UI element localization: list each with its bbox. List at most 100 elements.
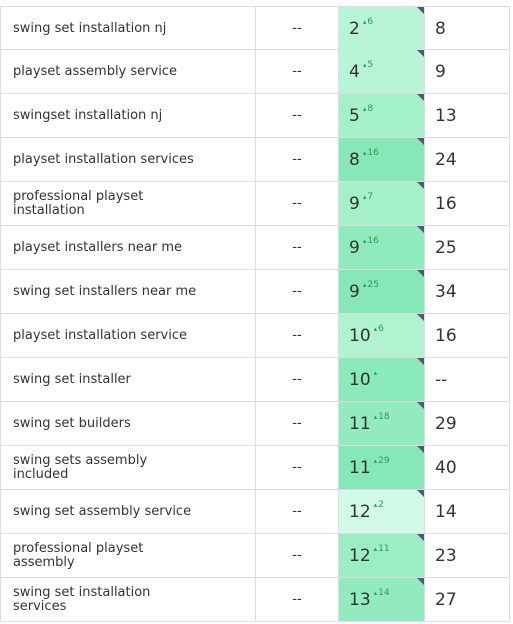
rank-cell: 1211: [338, 534, 424, 577]
rank-cell: 1314: [338, 578, 424, 621]
table-row: swing set installation services -- 1314 27: [0, 578, 510, 622]
volume-cell: --: [255, 534, 338, 577]
keyword-cell: playset installation services: [0, 138, 255, 181]
rank-cell: 97: [338, 182, 424, 225]
rank-change: 29: [374, 456, 389, 466]
keyword: swing set installers near me: [13, 283, 197, 299]
rank-change: 5: [363, 60, 373, 70]
rank-cell: 925: [338, 270, 424, 313]
volume-cell: --: [255, 50, 338, 93]
keyword: swing set installer: [13, 371, 131, 387]
volume-cell: --: [255, 358, 338, 401]
rank-cell: 26: [338, 7, 424, 50]
previous-rank: 34: [435, 281, 457, 302]
keyword: swing set installation nj: [13, 20, 167, 36]
volume-cell: --: [255, 270, 338, 313]
previous-rank: 8: [435, 18, 446, 39]
previous-cell: 16: [424, 314, 510, 357]
keyword: swing set installation services: [13, 584, 151, 614]
rank: 11: [349, 457, 371, 478]
rank: 9: [349, 281, 360, 302]
rank-cell: 1129: [338, 446, 424, 489]
volume: --: [292, 416, 302, 431]
volume: --: [292, 592, 302, 607]
rank-cell: 58: [338, 94, 424, 137]
rank-change: 18: [374, 412, 389, 422]
rank: 5: [349, 105, 360, 126]
table-row: playset installation service -- 106 16: [0, 314, 510, 358]
volume: --: [292, 64, 302, 79]
previous-rank: 16: [435, 193, 457, 214]
volume: --: [292, 372, 302, 387]
table-row: playset installation services -- 816 24: [0, 138, 510, 182]
rank: 11: [349, 413, 371, 434]
previous-cell: 13: [424, 94, 510, 137]
volume-cell: --: [255, 226, 338, 269]
table-row: playset assembly service -- 45 9: [0, 50, 510, 94]
keyword-cell: swing set installation services: [0, 578, 255, 621]
keyword-cell: swingset installation nj: [0, 94, 255, 137]
rank: 12: [349, 545, 371, 566]
previous-cell: 25: [424, 226, 510, 269]
rank-cell: 916: [338, 226, 424, 269]
keyword: professional playset installation: [13, 188, 144, 218]
table-row: swing set installers near me -- 925 34: [0, 270, 510, 314]
previous-cell: 16: [424, 182, 510, 225]
previous-cell: --: [424, 358, 510, 401]
previous-cell: 27: [424, 578, 510, 621]
table-row: swing set installer -- 10 --: [0, 358, 510, 402]
previous-cell: 23: [424, 534, 510, 577]
volume-cell: --: [255, 182, 338, 225]
keyword-cell: playset installers near me: [0, 226, 255, 269]
volume-cell: --: [255, 402, 338, 445]
rank-change: 6: [374, 324, 384, 334]
previous-rank: 24: [435, 149, 457, 170]
previous-rank: 27: [435, 589, 457, 610]
volume: --: [292, 152, 302, 167]
table-row: swing set builders -- 1118 29: [0, 402, 510, 446]
volume-cell: --: [255, 314, 338, 357]
table-row: playset installers near me -- 916 25: [0, 226, 510, 270]
previous-cell: 9: [424, 50, 510, 93]
table-row: professional playset assembly -- 1211 23: [0, 534, 510, 578]
rank-cell: 1118: [338, 402, 424, 445]
table-row: swing set installation nj -- 26 8: [0, 6, 510, 50]
table-row: professional playset installation -- 97 16: [0, 182, 510, 226]
keyword: playset installation services: [13, 151, 194, 167]
rank-change: 11: [374, 544, 389, 554]
rank-change: 14: [374, 588, 389, 598]
volume: --: [292, 460, 302, 475]
keyword-cell: swing sets assembly included: [0, 446, 255, 489]
volume: --: [292, 21, 302, 36]
rank: 10: [349, 369, 371, 390]
volume: --: [292, 196, 302, 211]
keyword: swingset installation nj: [13, 107, 163, 123]
previous-rank: 25: [435, 237, 457, 258]
previous-rank: --: [435, 369, 448, 390]
keyword-cell: swing set builders: [0, 402, 255, 445]
volume: --: [292, 108, 302, 123]
keyword: playset installers near me: [13, 239, 183, 255]
rank: 9: [349, 237, 360, 258]
rank-cell: 122: [338, 490, 424, 533]
rank-cell: 106: [338, 314, 424, 357]
volume: --: [292, 240, 302, 255]
previous-cell: 8: [424, 7, 510, 50]
rank: 8: [349, 149, 360, 170]
volume: --: [292, 328, 302, 343]
keyword-cell: playset assembly service: [0, 50, 255, 93]
previous-cell: 29: [424, 402, 510, 445]
rank-cell: 45: [338, 50, 424, 93]
rank: 10: [349, 325, 371, 346]
volume-cell: --: [255, 7, 338, 50]
table-row: swing sets assembly included -- 1129 40: [0, 446, 510, 490]
volume-cell: --: [255, 138, 338, 181]
previous-cell: 14: [424, 490, 510, 533]
rank-change: 2: [374, 500, 384, 510]
keyword-cell: playset installation service: [0, 314, 255, 357]
rank-change: 25: [363, 280, 378, 290]
volume: --: [292, 284, 302, 299]
previous-rank: 13: [435, 105, 457, 126]
keyword-cell: professional playset installation: [0, 182, 255, 225]
